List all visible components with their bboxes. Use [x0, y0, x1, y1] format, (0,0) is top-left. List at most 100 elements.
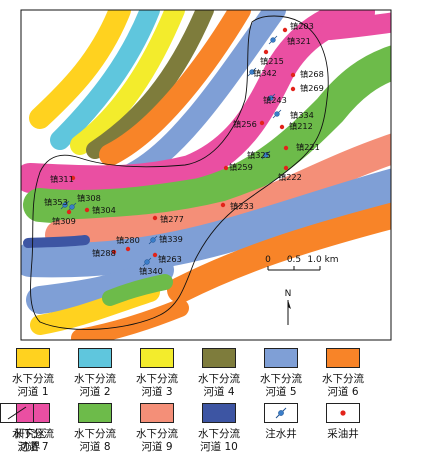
oil-well-icon: [220, 202, 226, 208]
legend-label-line2: 河道 10: [200, 441, 238, 453]
legend-label-line2: 河道 4: [203, 386, 235, 398]
study-area-boundary: [30, 15, 329, 330]
legend-label-line1: 采油井: [327, 428, 359, 440]
legend-label-line2: 河道 9: [141, 441, 173, 453]
scale-label-0: 0: [265, 255, 271, 265]
north-arrow-icon: N: [285, 289, 292, 325]
legend-label-line1: 水下分流: [74, 373, 116, 385]
legend-label-line2: 河道 2: [79, 386, 111, 398]
legend-label-line2: 河道 3: [141, 386, 173, 398]
oil-well-label: 镇263: [158, 254, 182, 264]
legend-label: 采油井: [313, 428, 373, 441]
oil-well-icon: [259, 120, 265, 126]
legend-label-line1: 水下分流: [136, 373, 178, 385]
legend-swatch-channel: [140, 403, 174, 423]
channel-6-upper: [99, 10, 251, 166]
oil-well-icon: [152, 215, 158, 221]
legend-swatch-channel: [326, 348, 360, 368]
oil-well-icon: [283, 145, 289, 151]
legend-swatch-channel: [78, 403, 112, 423]
legend-label-line2: 河道 6: [327, 386, 359, 398]
oil-well-icon: [290, 72, 296, 78]
oil-well-label: 镇222: [278, 172, 302, 182]
legend-label-line1: 水下分流: [74, 428, 116, 440]
legend-label-line1: 水下分流: [322, 373, 364, 385]
oil-well-label: 镇256: [233, 119, 257, 129]
oil-well-icon: [279, 124, 285, 130]
injection-well-icon: [142, 257, 152, 267]
legend-label: 水下分流 河道 2: [65, 373, 125, 399]
legend-label-line1: 研究区: [14, 428, 46, 440]
legend-label-line2: 河道 8: [79, 441, 111, 453]
north-label: N: [285, 289, 292, 299]
oil-well-label: 镇309: [52, 216, 76, 226]
legend-swatch-channel: [78, 348, 112, 368]
channel-1: [29, 10, 131, 129]
legend-label: 水下分流 河道 8: [65, 428, 125, 454]
injection-well-icon: [272, 109, 282, 119]
oil-well-label: 镇221: [296, 142, 320, 152]
injection-well-label: 镇308: [77, 193, 101, 203]
oil-well-label: 镇280: [116, 235, 140, 245]
legend-label-line1: 水下分流: [198, 428, 240, 440]
boundary-line-icon: [0, 403, 34, 423]
oil-well-label: 镇311: [50, 174, 74, 184]
oil-well-label: 镇203: [290, 21, 314, 31]
oil-well-icon: [70, 175, 76, 181]
legend-swatch-channel: [202, 403, 236, 423]
injection-well-icon: [148, 235, 158, 245]
scale-label-mid: 0.5: [287, 255, 301, 265]
oil-well-label: 镇288: [92, 248, 116, 258]
injection-well-label: 镇243: [263, 95, 287, 105]
legend-label: 水下分流 河道 7: [3, 428, 63, 454]
injection-well-icon: [266, 93, 276, 103]
oil-well-label: 镇269: [300, 83, 324, 93]
oil-well-icon: [283, 165, 289, 171]
injection-well-label: 镇339: [159, 234, 183, 244]
injection-well-label: 镇353: [44, 197, 68, 207]
channel-5-lower: [21, 168, 391, 278]
legend-label-line1: 水下分流: [198, 373, 240, 385]
injection-well-label: 镇340: [139, 266, 163, 276]
legend-label-line1: 水下分流: [136, 428, 178, 440]
oil-well-icon: [84, 207, 90, 213]
map-frame: [20, 9, 392, 341]
oil-well-label: 镇259: [229, 162, 253, 172]
legend-swatch-channel: [202, 348, 236, 368]
scale-bar: 0 0.5 1.0 km: [265, 255, 339, 271]
oil-well-icon: [290, 86, 296, 92]
injection-well-label: 镇325: [247, 150, 271, 160]
legend-label: 水下分流 河道 10: [189, 428, 249, 454]
injection-well-label: 镇342: [253, 68, 277, 78]
legend-label: 水下分流 河道 6: [313, 373, 373, 399]
legend-label-line1: 水下分流: [260, 373, 302, 385]
injection-well-icon: [60, 200, 70, 210]
legend-label: 注水井: [251, 428, 311, 441]
scale-label-end: 1.0 km: [307, 255, 338, 265]
legend-label: 水下分流 河道 3: [127, 373, 187, 399]
injection-well-icon: [268, 35, 278, 45]
channel-8-lower: [102, 274, 173, 306]
oil-well-label: 镇233: [230, 201, 254, 211]
legend-label-line1: 水下分流: [12, 373, 54, 385]
channel-6-right: [167, 202, 391, 303]
legend-label-line2: 河道 1: [17, 386, 49, 398]
oil-well-icon: [152, 252, 158, 258]
oil-well-icon: [223, 165, 229, 171]
injection-well-icon: [247, 67, 257, 77]
oil-well-label: 镇277: [160, 214, 184, 224]
legend-swatch-channel: [140, 348, 174, 368]
legend-label: 水下分流 河道 4: [189, 373, 249, 399]
oil-well-label: 镇212: [289, 121, 313, 131]
oil-well-label: 镇268: [300, 69, 324, 79]
legend-label: 水下分流 河道 1: [3, 373, 63, 399]
legend-label-line1: 注水井: [265, 428, 297, 440]
oil-well-icon: [326, 403, 360, 423]
channel-7-right: [320, 12, 391, 40]
channel-8: [23, 45, 391, 224]
oil-well-icon: [263, 49, 269, 55]
oil-well-icon: [66, 209, 72, 215]
